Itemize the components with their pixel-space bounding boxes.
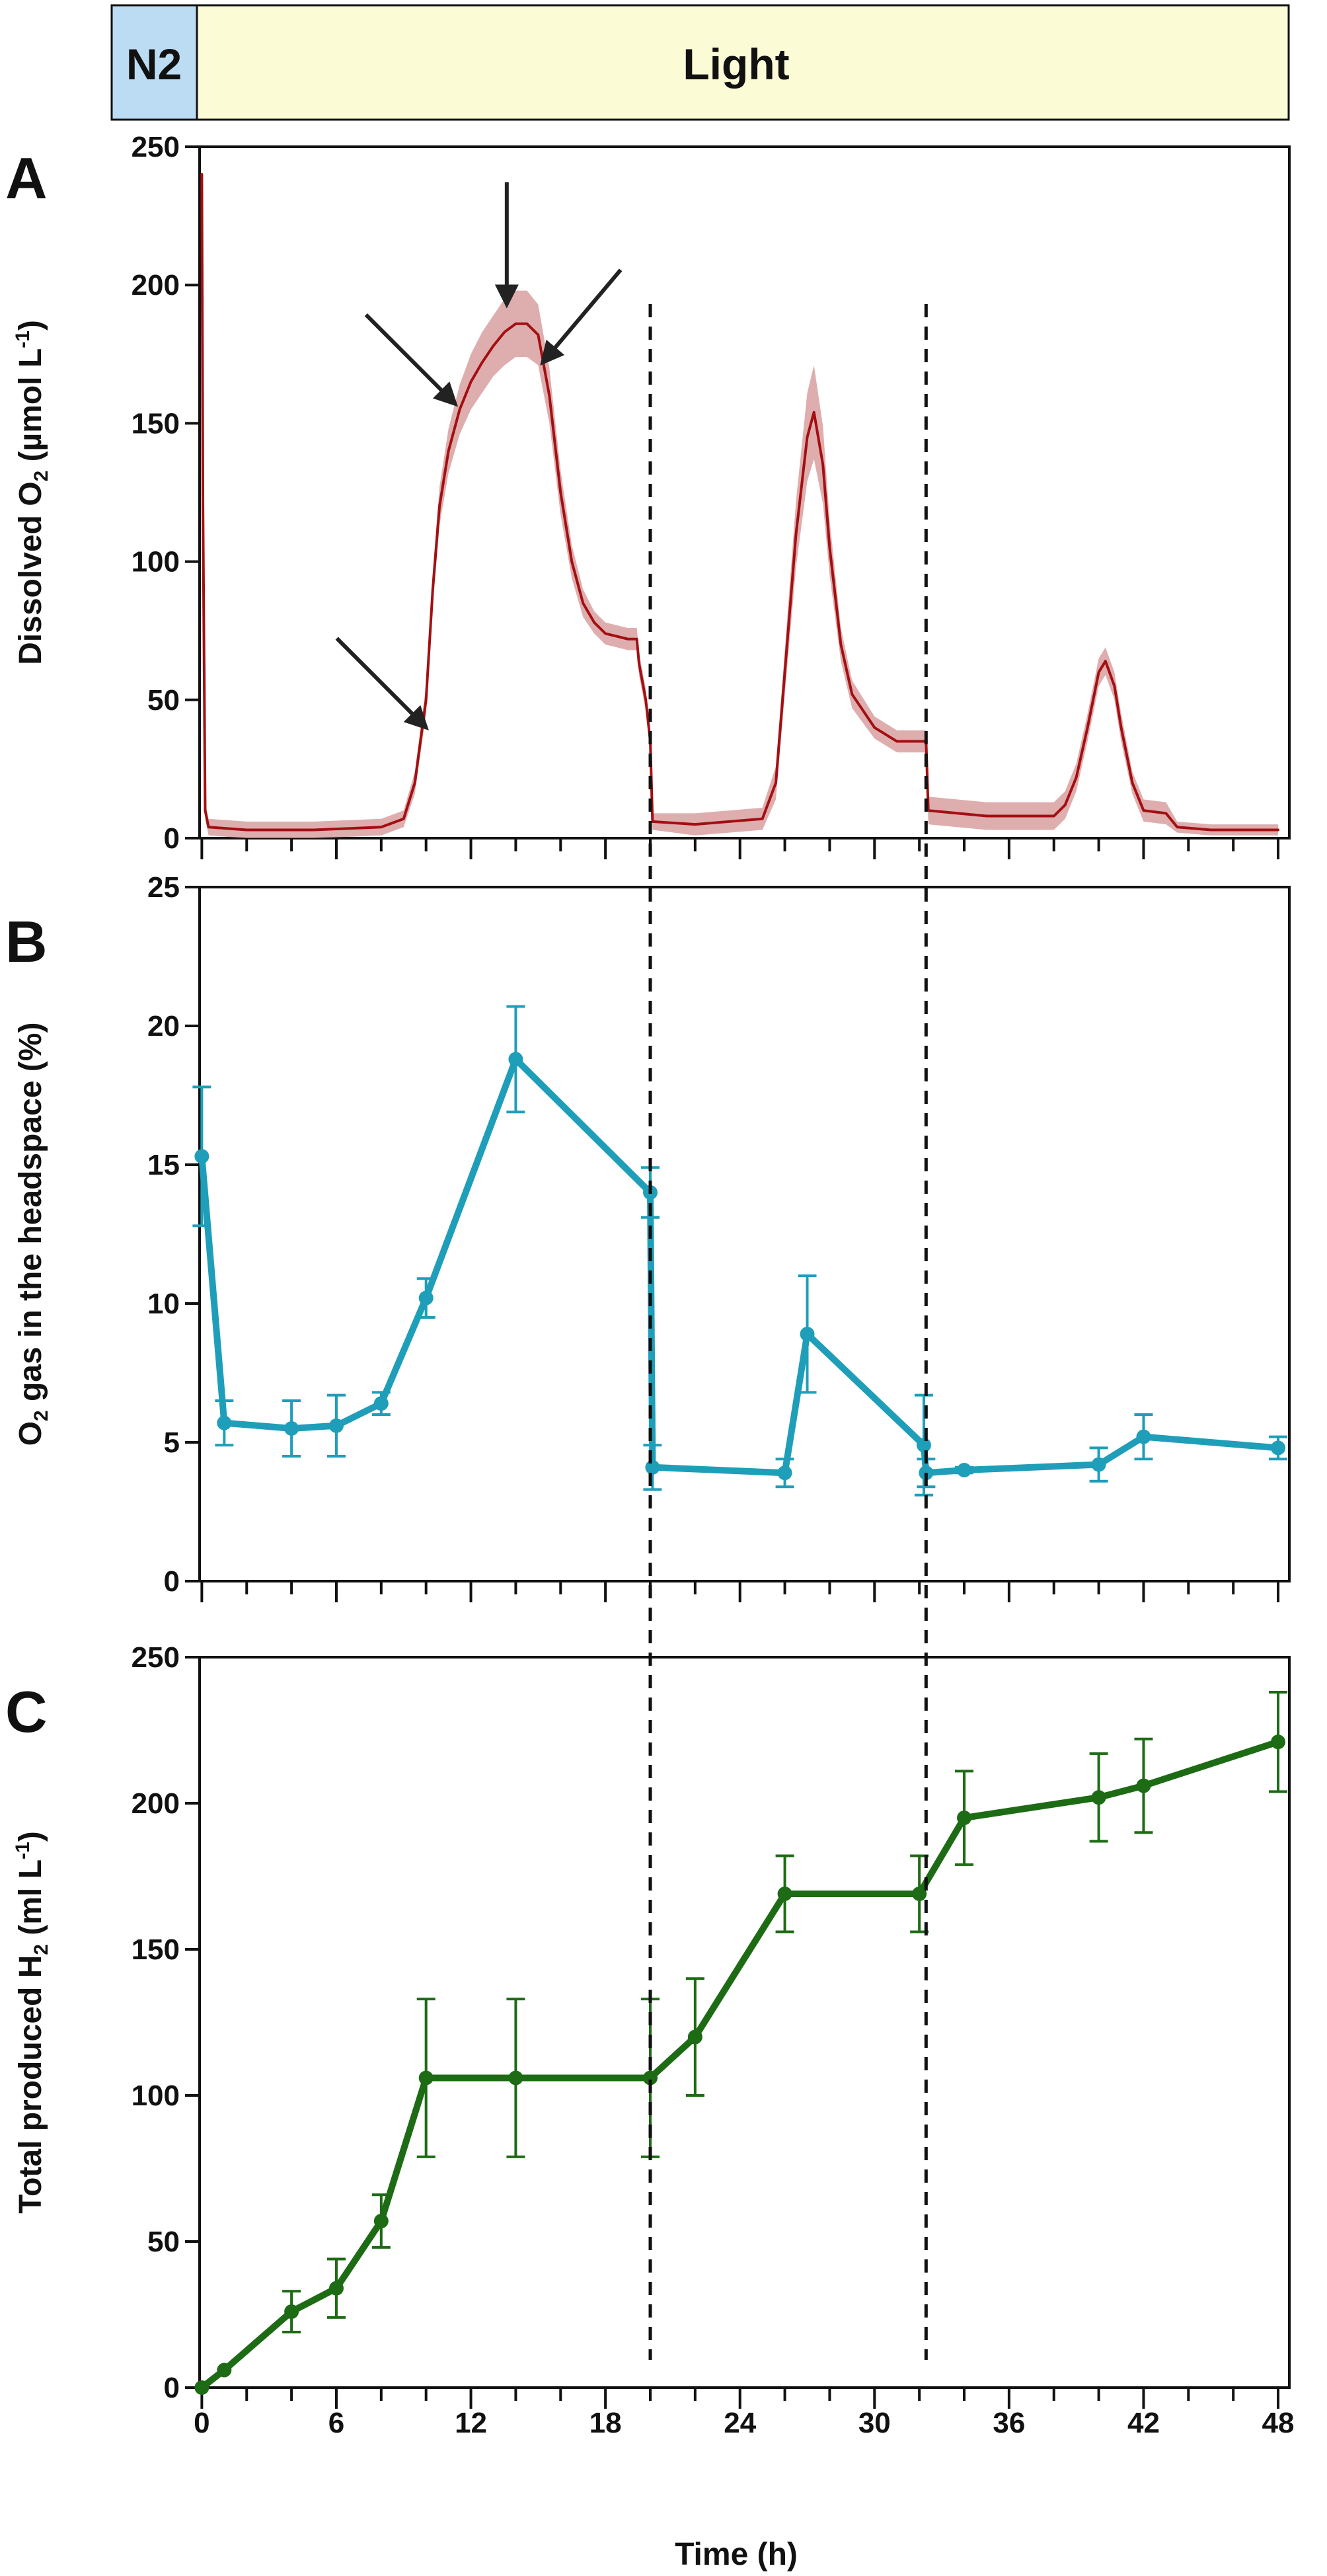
- panel-c-data-point: [642, 2070, 658, 2086]
- panel-b-data-point: [194, 1149, 209, 1164]
- panel-b-data-point: [777, 1465, 792, 1481]
- x-tick-label: 0: [194, 2407, 209, 2439]
- panel-c-total-h2: C 0 50 100 150 200 250 Total produced H2 (ml L-…: [5, 1641, 1295, 2439]
- panel-a-letter: A: [5, 145, 48, 211]
- panel-b-headspace-o2: B 0 5 10 15 20 25 O2 gas in the headspace (%): [5, 871, 1291, 1602]
- panel-b-data-point: [957, 1463, 972, 1477]
- panel-b-data-point: [916, 1438, 931, 1453]
- panel-b-data-point: [800, 1327, 815, 1342]
- panel-b-data-point: [373, 1396, 389, 1411]
- panel-b-series-line: [198, 1056, 1282, 1477]
- panel-c-plot-frame: [198, 1656, 1291, 2389]
- panel-c-y-tick-label: 50: [147, 2226, 180, 2258]
- panel-b-data-point: [645, 1460, 660, 1475]
- n2-segment-label: N2: [126, 40, 182, 89]
- panel-c-data-point: [912, 1887, 927, 1902]
- light-segment: [196, 4, 1290, 121]
- panel-a-error-band: [202, 163, 1279, 838]
- panel-c-data-point: [284, 2304, 299, 2320]
- panel-b-plot-frame: [198, 886, 1291, 1582]
- x-tick-label: 18: [589, 2407, 622, 2439]
- panel-c-y-tick-label: 250: [132, 1641, 180, 1674]
- arrow-annotation: [364, 313, 459, 407]
- panel-c-y-tick-label: 100: [132, 2080, 180, 2112]
- panel-b-y-axis-title: O2 gas in the headspace (%): [13, 1023, 52, 1446]
- panel-c-data-point: [1136, 1778, 1151, 1793]
- panel-a-series-line: [200, 173, 1280, 832]
- panel-c-data-point: [217, 2362, 232, 2378]
- panel-a-y-tick-label: 200: [132, 269, 180, 301]
- panel-b-y-tick-label: 25: [147, 871, 180, 904]
- panel-b-data-point: [1136, 1429, 1151, 1444]
- panel-b-data-point: [418, 1290, 434, 1306]
- panel-b-data-point: [1091, 1457, 1106, 1472]
- panel-c-y-tick-label: 150: [132, 1933, 180, 1966]
- panel-c-data-point: [1271, 1735, 1286, 1750]
- panel-a-y-tick-label: 150: [132, 407, 180, 440]
- panel-b-y-tick-label: 20: [147, 1010, 180, 1042]
- panel-c-y-tick-label: 0: [164, 2372, 180, 2404]
- panel-c-letter: C: [5, 1679, 48, 1744]
- panel-b-letter: B: [5, 909, 48, 974]
- panel-a-dissolved-o2: A 0 50 100 150 200 250 Dissolved O2 (µmol L-1): [5, 131, 1291, 859]
- arrow-annotation: [540, 268, 623, 366]
- panel-a-y-axis-title: Dissolved O2 (µmol L-1): [12, 320, 52, 665]
- panel-b-y-tick-label: 10: [147, 1288, 180, 1320]
- condition-bar: N2 Light: [110, 4, 1290, 121]
- n2-segment: [110, 4, 198, 121]
- x-axis-title: Time (h): [675, 2537, 798, 2572]
- panel-c-data-point: [328, 2281, 344, 2296]
- panel-c-data-point: [1091, 1790, 1106, 1805]
- x-tick-label: 30: [858, 2407, 891, 2439]
- arrow-annotation: [335, 637, 429, 730]
- panel-a-y-tick-label: 100: [132, 546, 180, 578]
- light-segment-label: Light: [683, 40, 789, 89]
- panel-c-data-point: [957, 1811, 972, 1826]
- panel-b-data-point: [217, 1415, 232, 1430]
- panel-c-data-point: [194, 2380, 209, 2395]
- vertical-marker-lines: [648, 304, 928, 2360]
- panel-b-y-tick-label: 15: [147, 1149, 180, 1181]
- panel-c-y-tick-label: 200: [132, 1787, 180, 1820]
- panel-b-data-point: [508, 1052, 523, 1067]
- x-tick-label: 6: [328, 2407, 344, 2439]
- panel-b-data-point: [284, 1421, 299, 1436]
- x-tick-label: 24: [724, 2407, 756, 2439]
- panel-b-data-point: [328, 1418, 344, 1433]
- panel-c-data-point: [687, 2029, 702, 2045]
- x-tick-label: 42: [1127, 2407, 1160, 2439]
- panel-c-data-point: [373, 2214, 389, 2229]
- panel-b-y-tick-label: 0: [164, 1565, 180, 1598]
- panel-c-y-axis-title: Total produced H2 (ml L-1): [12, 1831, 52, 2213]
- x-tick-label: 12: [455, 2407, 487, 2439]
- panel-c-data-point: [777, 1887, 792, 1902]
- x-tick-label: 36: [993, 2407, 1025, 2439]
- panel-a-y-tick-label: 50: [147, 684, 180, 717]
- panel-c-data-point: [418, 2070, 434, 2086]
- panel-c-series-line: [198, 1738, 1282, 2391]
- panel-a-plot-frame: [198, 145, 1291, 839]
- panel-c-data-point: [508, 2070, 523, 2086]
- x-tick-label: 48: [1262, 2407, 1295, 2439]
- panel-a-y-tick-label: 250: [132, 131, 180, 163]
- panel-a-y-tick-label: 0: [164, 822, 180, 855]
- panel-b-data-point: [1271, 1440, 1286, 1456]
- panel-b-y-tick-label: 5: [164, 1426, 180, 1459]
